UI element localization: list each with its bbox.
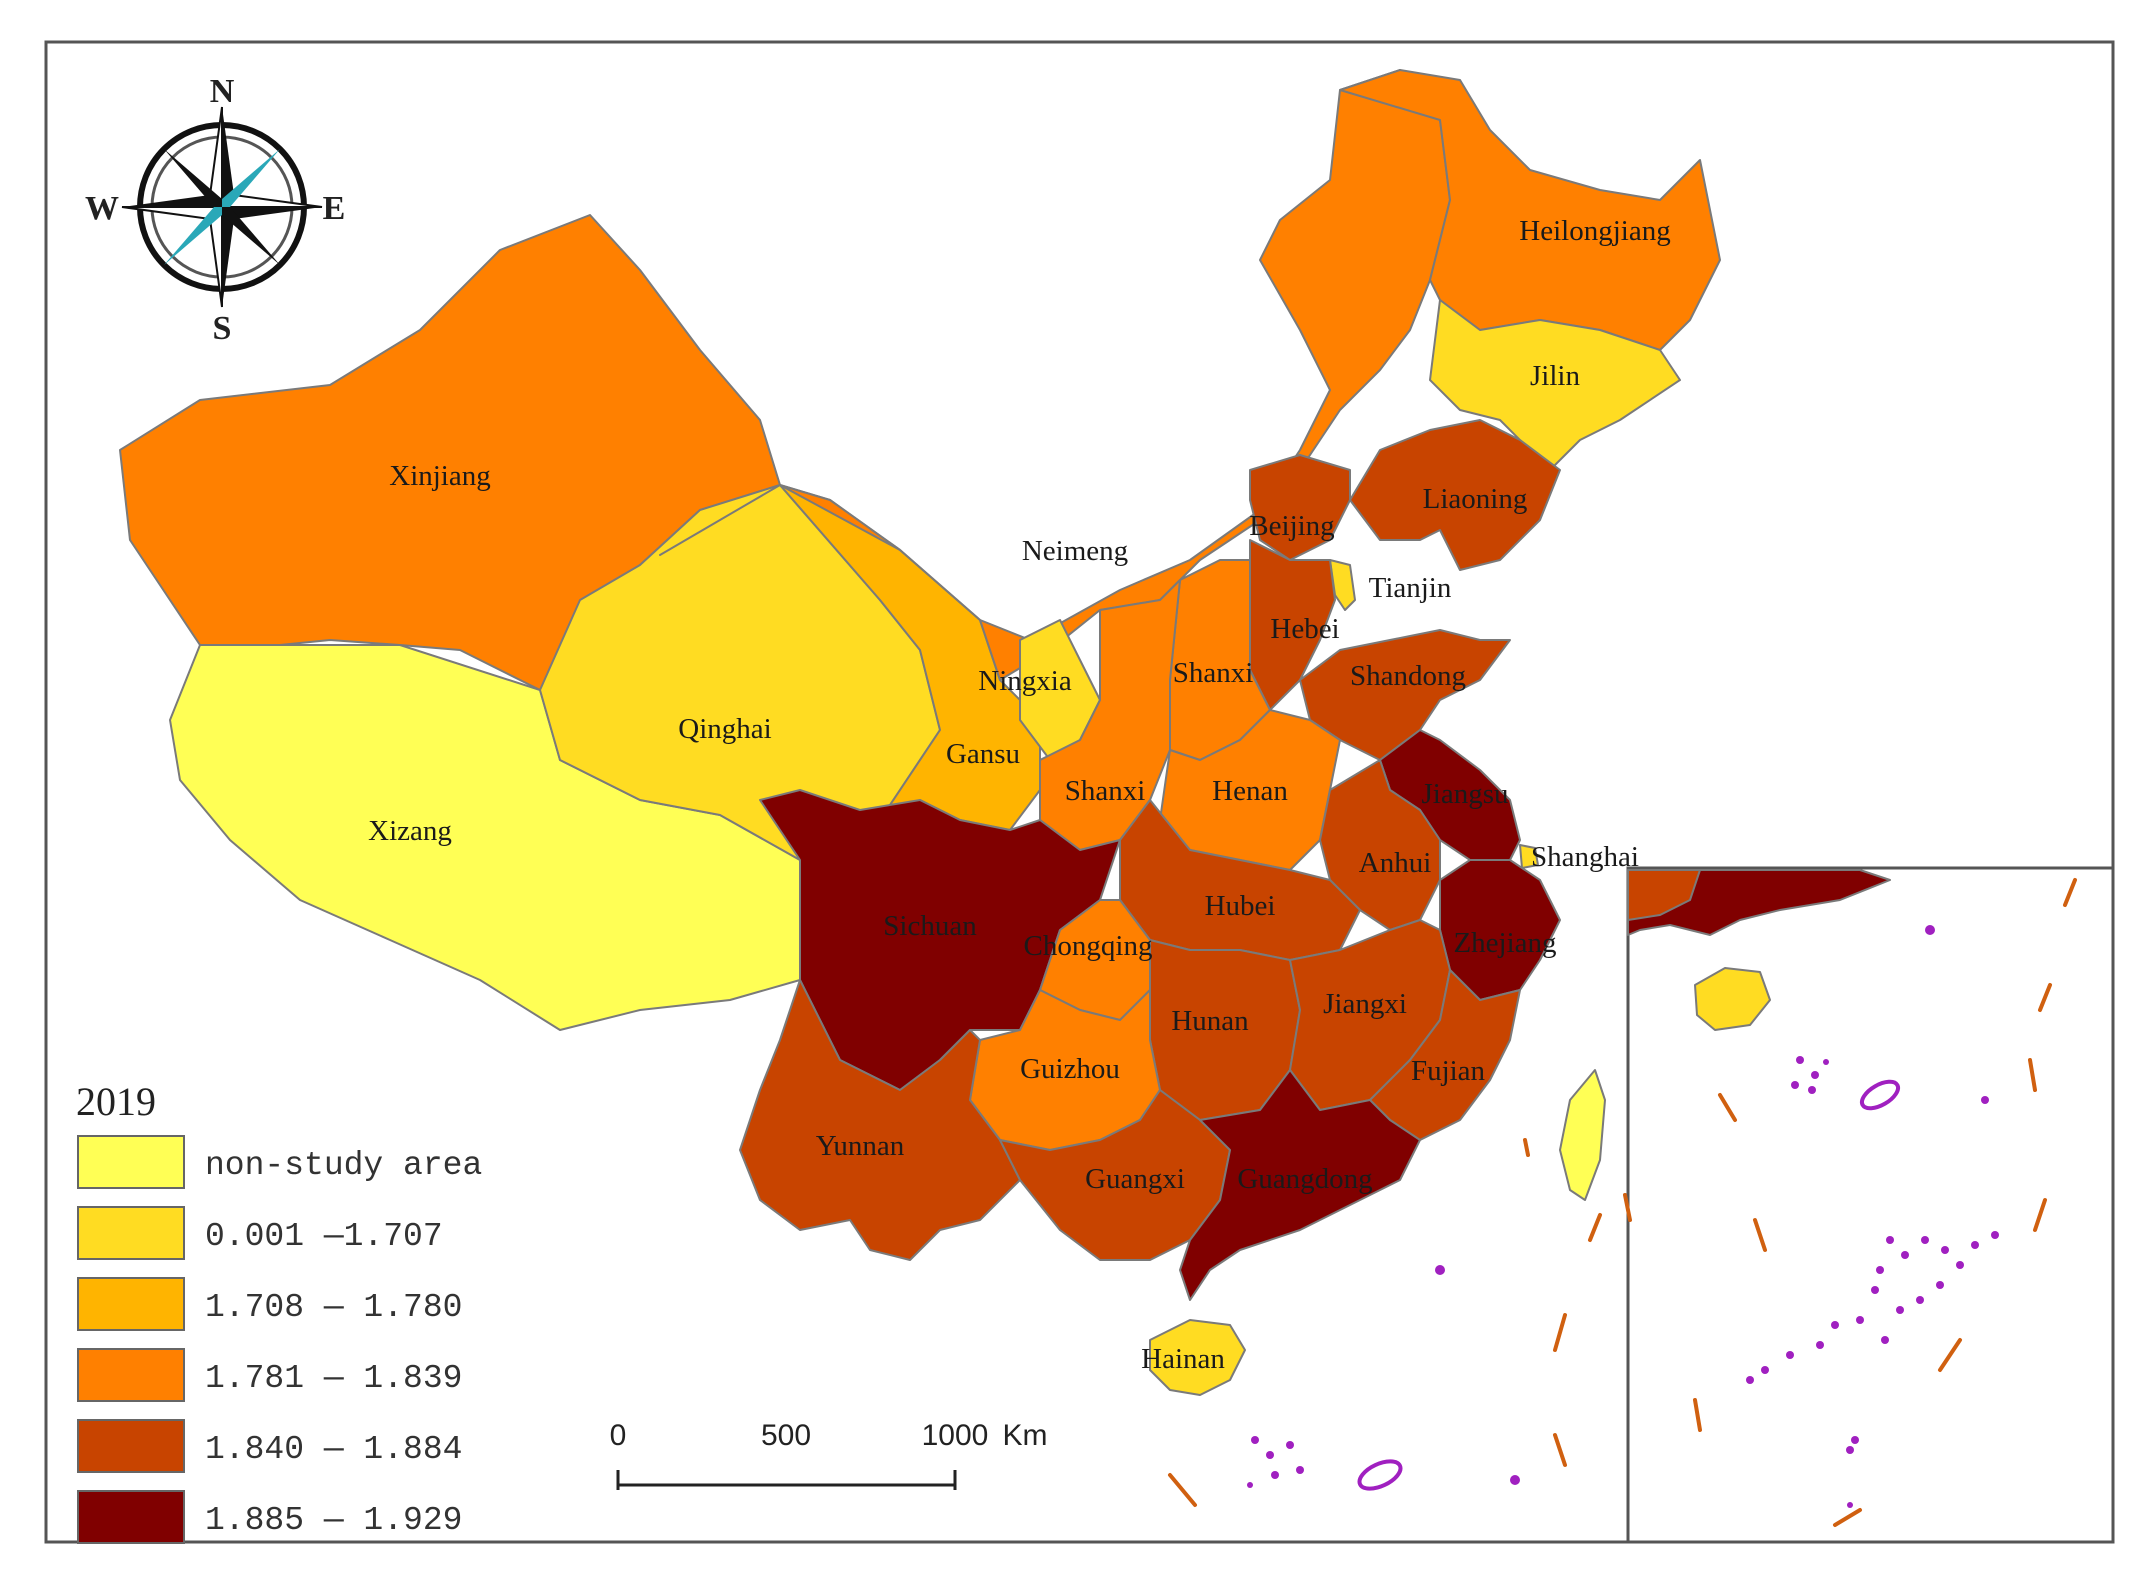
label-jiangxi: Jiangxi (1323, 988, 1407, 1020)
inset-frame (1626, 866, 2115, 1544)
label-shaanxi: Shanxi (1065, 775, 1146, 807)
label-anhui: Anhui (1359, 847, 1432, 879)
province-layer (119, 69, 1721, 1396)
scale-bar: 0 500 1000 Km (610, 1419, 1048, 1490)
legend-label-5: 1.885 — 1.929 (205, 1502, 462, 1539)
south-sea-islands-main (1168, 1138, 1632, 1507)
province-jilin[interactable] (1429, 299, 1681, 471)
compass-w: W (85, 190, 119, 227)
legend-label-1: 0.001 —1.707 (205, 1218, 443, 1255)
label-xizang: Xizang (368, 815, 452, 847)
label-xinjiang: Xinjiang (389, 460, 491, 492)
legend-swatch-4 (77, 1419, 185, 1473)
label-gansu: Gansu (946, 738, 1020, 770)
province-shanghai[interactable] (1519, 844, 1539, 869)
label-guizhou: Guizhou (1020, 1053, 1120, 1085)
label-guangxi: Guangxi (1085, 1163, 1185, 1195)
legend-title: 2019 (76, 1079, 156, 1124)
label-shanxi-north: Shanxi (1173, 657, 1254, 689)
scale-unit: Km (1003, 1419, 1048, 1452)
label-qinghai: Qinghai (678, 713, 771, 745)
label-guangdong: Guangdong (1237, 1163, 1372, 1195)
province-liaoning[interactable] (1349, 419, 1561, 571)
label-henan: Henan (1212, 775, 1288, 807)
province-yunnan[interactable] (739, 979, 1021, 1261)
legend-swatch-0 (77, 1135, 185, 1189)
legend-label-2: 1.708 — 1.780 (205, 1289, 462, 1326)
legend: 2019 non-study area 0.001 —1.707 1.708 — 1… (76, 1079, 482, 1544)
legend-swatch-5 (77, 1490, 185, 1544)
label-tianjin: Tianjin (1369, 572, 1452, 604)
scale-tick-500: 500 (761, 1419, 811, 1452)
map-frame (44, 40, 2115, 1544)
label-hubei: Hubei (1205, 890, 1276, 922)
label-beijing: Beijing (1249, 510, 1334, 542)
label-fujian: Fujian (1411, 1055, 1486, 1087)
province-hainan[interactable] (1149, 1319, 1246, 1396)
compass-n: N (210, 73, 235, 110)
label-shandong: Shandong (1350, 660, 1466, 692)
label-ningxia: Ningxia (978, 665, 1072, 697)
inset-guangxi (1627, 869, 1701, 921)
label-hunan: Hunan (1171, 1005, 1249, 1037)
south-china-sea-inset (1626, 866, 2115, 1544)
province-taiwan (1559, 1069, 1606, 1201)
province-heilongjiang[interactable] (1339, 69, 1721, 351)
label-heilongjiang: Heilongjiang (1519, 215, 1670, 247)
legend-label-0: non-study area (205, 1147, 482, 1184)
label-jiangsu: Jiangsu (1422, 778, 1509, 810)
legend-label-3: 1.781 — 1.839 (205, 1360, 462, 1397)
label-jilin: Jilin (1530, 360, 1580, 392)
label-liaoning: Liaoning (1423, 483, 1528, 515)
label-shanghai: Shanghai (1531, 841, 1639, 873)
province-guangdong[interactable] (1179, 1069, 1421, 1301)
label-zhejiang: Zhejiang (1453, 927, 1556, 959)
label-hainan: Hainan (1141, 1343, 1225, 1375)
label-hebei: Hebei (1270, 613, 1339, 645)
label-sichuan: Sichuan (883, 910, 977, 942)
label-neimeng: Neimeng (1022, 535, 1128, 567)
province-labels: Heilongjiang Jilin Liaoning Beijing Tian… (368, 215, 1671, 1375)
label-yunnan: Yunnan (816, 1130, 905, 1162)
legend-swatch-2 (77, 1277, 185, 1331)
legend-swatch-3 (77, 1348, 185, 1402)
province-anhui[interactable] (1319, 759, 1441, 931)
compass-s: S (213, 310, 232, 347)
legend-swatch-1 (77, 1206, 185, 1260)
scale-tick-0: 0 (610, 1419, 627, 1452)
province-beijing[interactable] (1249, 454, 1351, 561)
label-chongqing: Chongqing (1024, 930, 1153, 962)
compass-rose: N S E W (85, 73, 345, 347)
scale-tick-1000: 1000 (922, 1419, 989, 1452)
inset-hainan (1694, 967, 1771, 1031)
legend-label-4: 1.840 — 1.884 (205, 1431, 462, 1468)
compass-e: E (323, 190, 346, 227)
